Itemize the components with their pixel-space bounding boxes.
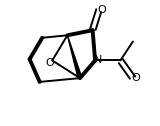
Text: O: O [97,5,106,15]
Text: N: N [93,55,102,66]
Text: O: O [131,73,140,83]
Polygon shape [67,35,82,79]
Text: O: O [45,58,54,68]
